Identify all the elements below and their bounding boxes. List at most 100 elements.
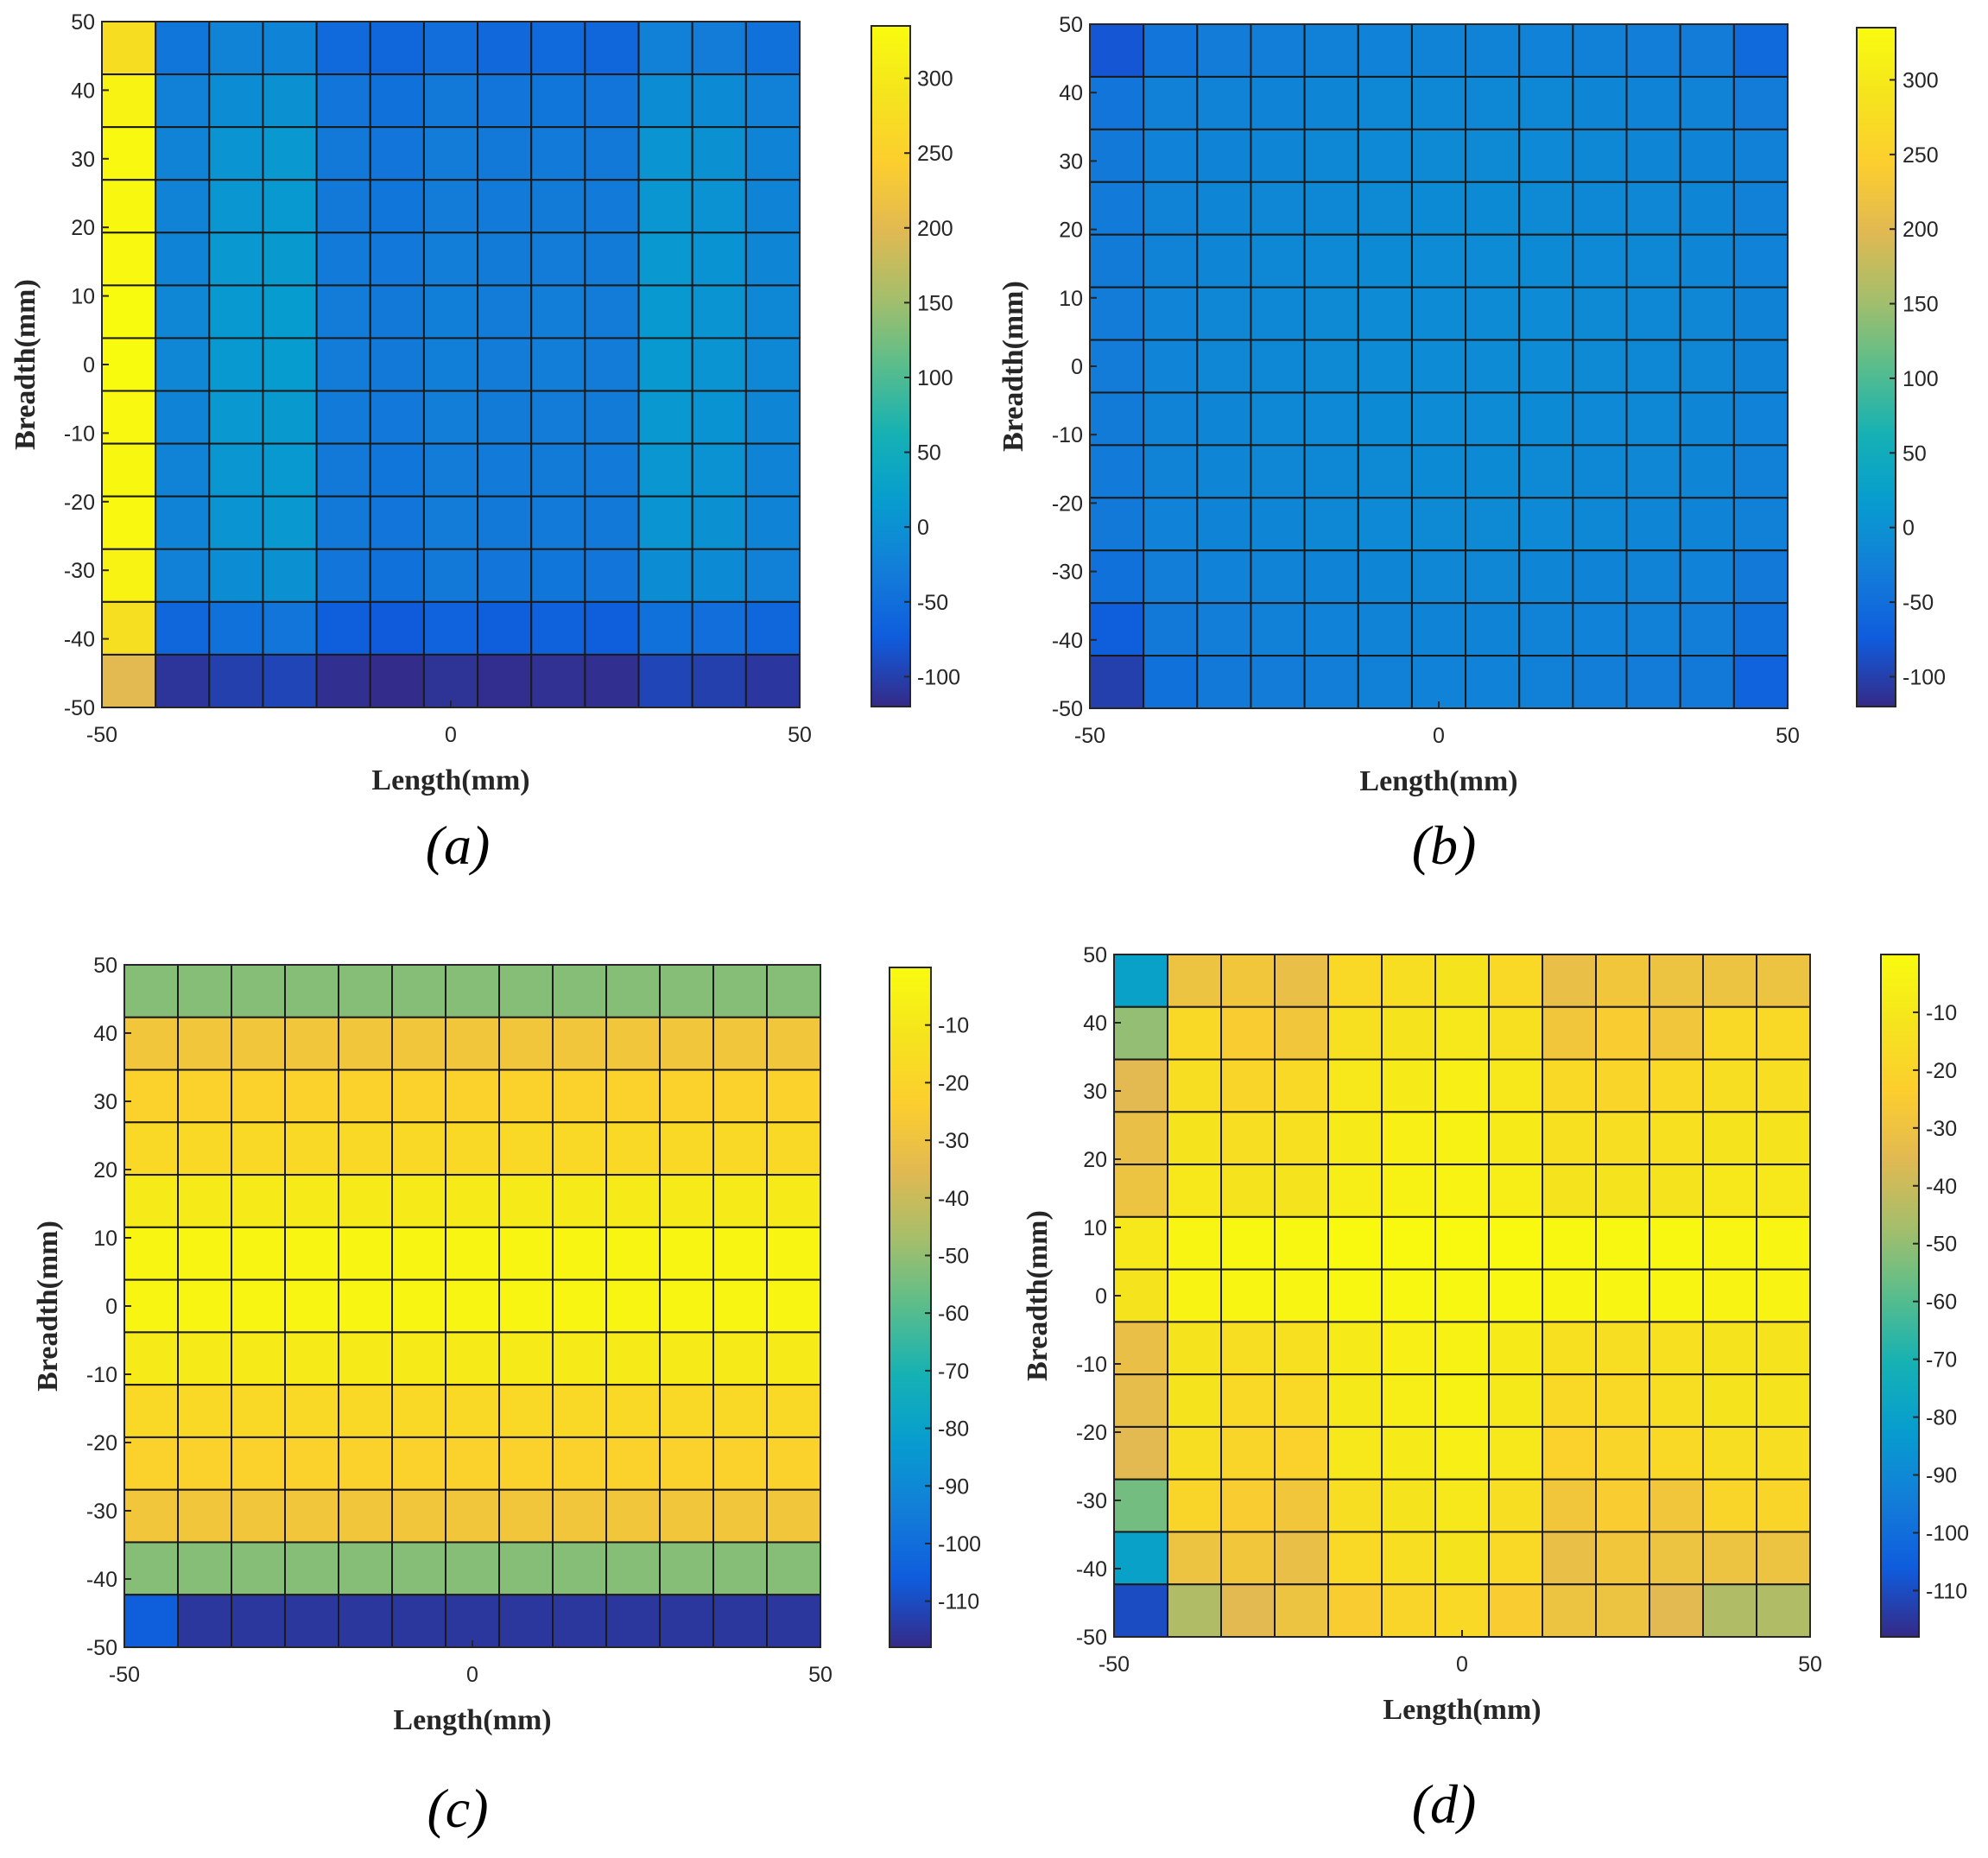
- heatmap-cell: [1649, 954, 1704, 1008]
- heatmap-cell: [445, 964, 500, 1018]
- heatmap-cell: [101, 495, 157, 550]
- heatmap-cell: [369, 442, 425, 498]
- heatmap-cell: [1488, 1373, 1543, 1428]
- heatmap-cell: [744, 600, 801, 656]
- heatmap-cell: [637, 390, 693, 445]
- heatmap-cell: [1167, 1268, 1222, 1323]
- heatmap-cell: [284, 1016, 339, 1071]
- heatmap-cell: [208, 231, 264, 287]
- heatmap-cell: [1220, 1058, 1276, 1113]
- heatmap-cell: [369, 231, 425, 287]
- heatmap-cell: [369, 600, 425, 656]
- heatmap-cell: [1167, 1058, 1222, 1113]
- colorbar-tick-label: 300: [1903, 68, 1939, 92]
- colorbar-tick-label: -70: [1926, 1348, 1957, 1373]
- heatmap-cell: [1113, 1373, 1168, 1428]
- heatmap-cell: [1434, 1058, 1490, 1113]
- heatmap-cell: [1649, 1058, 1704, 1113]
- x-tick-label: 50: [788, 723, 812, 747]
- heatmap-cell: [1518, 391, 1574, 447]
- heatmap-cell: [766, 1594, 821, 1648]
- heatmap-cell: [262, 21, 318, 76]
- heatmap-cell: [1196, 339, 1252, 394]
- heatmap-cell: [445, 1174, 500, 1228]
- heatmap-cell: [1572, 549, 1628, 605]
- colorbar-tick-label: 300: [917, 67, 953, 92]
- heatmap-cell: [338, 1121, 393, 1176]
- heatmap-cell: [1756, 1373, 1811, 1428]
- x-axis-label: Length(mm): [371, 764, 529, 796]
- y-tick-label: 50: [93, 954, 117, 978]
- heatmap-cell: [369, 179, 425, 234]
- heatmap-cell: [208, 73, 264, 129]
- heatmap-cell: [1410, 233, 1467, 289]
- heatmap-cell: [1572, 497, 1628, 552]
- heatmap-cell: [422, 73, 479, 129]
- heatmap-cell: [1196, 602, 1252, 657]
- heatmap-cell: [1089, 181, 1145, 236]
- heatmap-cell: [1595, 1058, 1650, 1113]
- heatmap-cell: [101, 442, 157, 498]
- heatmap-cell: [1274, 1321, 1329, 1376]
- heatmap-cell: [123, 1541, 179, 1596]
- heatmap-cell: [1756, 1111, 1811, 1166]
- colorbar-gradient: [1880, 954, 1920, 1638]
- heatmap-cell: [1465, 128, 1521, 183]
- heatmap-cell: [1595, 954, 1650, 1008]
- colorbar-tick-label: 200: [1903, 218, 1939, 242]
- heatmap-cell: [1756, 954, 1811, 1008]
- heatmap-cell: [659, 1226, 714, 1281]
- heatmap-cell: [231, 1121, 286, 1176]
- heatmap-cell: [712, 1016, 768, 1071]
- panel-c: 50 40 30 20 10 0 -10 -20 -30 -40 -50 -50 0 50 Length(m…: [32, 954, 981, 1839]
- heatmap-cell: [691, 21, 747, 76]
- colorbar-tick-label: -20: [938, 1071, 969, 1095]
- heatmap-cell: [1542, 1058, 1597, 1113]
- heatmap-cell: [1732, 497, 1789, 552]
- heatmap-cell: [422, 337, 479, 392]
- heatmap-cell: [123, 1278, 179, 1334]
- heatmap-cell: [338, 1069, 393, 1124]
- heatmap-cell: [1327, 1005, 1383, 1061]
- heatmap-cell: [1220, 1164, 1276, 1218]
- heatmap-cell: [1089, 75, 1145, 130]
- x-tick-label: 50: [1776, 724, 1800, 748]
- heatmap-cell: [766, 1069, 821, 1124]
- heatmap-cell: [1625, 549, 1681, 605]
- heatmap-cell: [262, 390, 318, 445]
- heatmap-cell: [766, 1121, 821, 1176]
- heatmap-cell: [659, 1594, 714, 1648]
- heatmap-cell: [530, 495, 586, 550]
- heatmap-cell: [284, 1488, 339, 1544]
- heatmap-cell: [177, 1016, 232, 1071]
- heatmap-cell: [1756, 1215, 1811, 1271]
- heatmap-cell: [1250, 655, 1306, 710]
- heatmap-cell: [477, 73, 533, 129]
- colorbar-tick-label: -60: [938, 1302, 969, 1326]
- heatmap-cell: [691, 126, 747, 181]
- y-tick-label: -10: [1076, 1353, 1107, 1377]
- heatmap-cell: [1702, 954, 1757, 1008]
- y-tick-label: 20: [1059, 219, 1083, 243]
- heatmap-cell: [1113, 1531, 1168, 1586]
- heatmap-cell: [338, 1541, 393, 1596]
- heatmap-cell: [1595, 1111, 1650, 1166]
- heatmap-cell: [477, 21, 533, 76]
- heatmap-cell: [1303, 339, 1359, 394]
- heatmap-cell: [315, 600, 371, 656]
- heatmap-cell: [552, 1594, 607, 1648]
- heatmap-cell: [584, 73, 640, 129]
- heatmap-cell: [1196, 233, 1252, 289]
- colorbar-tick-label: -80: [938, 1417, 969, 1442]
- heatmap-cell: [422, 284, 479, 339]
- heatmap-cell: [422, 21, 479, 76]
- heatmap-cell: [1679, 233, 1735, 289]
- heatmap-cell: [712, 1121, 768, 1176]
- heatmap-cell: [445, 1384, 500, 1438]
- heatmap-cell: [1327, 1373, 1383, 1428]
- heatmap-cell: [1488, 1425, 1543, 1481]
- heatmap-cell: [1381, 954, 1436, 1008]
- heatmap-cell: [1679, 339, 1735, 394]
- heatmap-cell: [315, 73, 371, 129]
- heatmap-cell: [1434, 1531, 1490, 1586]
